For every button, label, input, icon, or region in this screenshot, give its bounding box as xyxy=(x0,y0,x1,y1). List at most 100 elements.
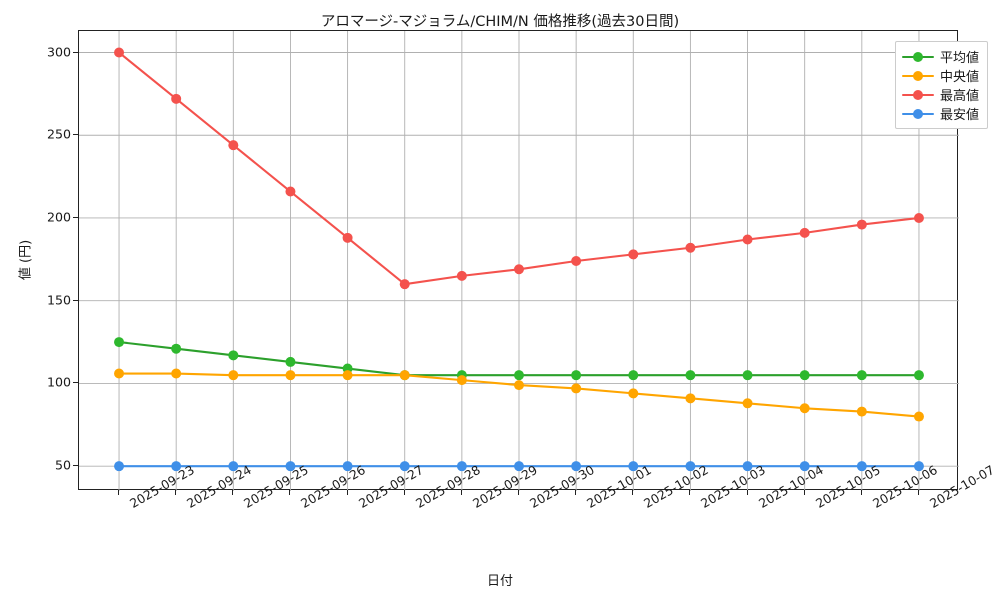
data-point-marker xyxy=(571,383,582,394)
data-point-marker xyxy=(456,461,467,472)
data-point-marker xyxy=(799,461,810,472)
data-point-marker xyxy=(114,461,125,472)
data-point-marker xyxy=(399,370,410,381)
data-point-marker xyxy=(114,337,125,348)
x-tick-mark xyxy=(346,490,348,495)
data-point-marker xyxy=(685,461,696,472)
data-point-marker xyxy=(913,461,924,472)
data-point-marker xyxy=(742,370,753,381)
data-point-marker xyxy=(799,403,810,414)
data-point-marker xyxy=(856,461,867,472)
y-axis-tick-labels: 50 100 150 200 250 300 xyxy=(28,30,71,490)
legend-swatch-icon xyxy=(901,107,934,121)
y-tick-label: 200 xyxy=(46,209,71,225)
data-point-marker xyxy=(456,270,467,281)
y-tick-mark xyxy=(73,465,78,467)
x-tick-label: 2025-09-28 xyxy=(412,461,483,511)
data-point-marker xyxy=(114,368,125,379)
x-tick-label: 2025-10-01 xyxy=(584,461,654,511)
data-point-marker xyxy=(571,370,582,381)
x-tick-label: 2025-09-29 xyxy=(469,461,540,511)
x-tick-label: 2025-09-30 xyxy=(527,461,597,511)
legend-label: 最安値 xyxy=(939,108,979,123)
data-point-marker xyxy=(399,461,410,472)
chart-legend[interactable]: 平均値 中央値最高値最安値 xyxy=(894,41,988,129)
data-point-marker xyxy=(856,370,867,381)
x-tick-mark xyxy=(403,490,405,495)
legend-item-0[interactable]: 平均値 xyxy=(901,47,979,66)
data-point-marker xyxy=(514,264,524,275)
data-point-marker xyxy=(571,461,582,472)
y-tick-label: 100 xyxy=(46,374,71,390)
y-tick-label: 150 xyxy=(46,292,71,308)
data-point-marker xyxy=(685,393,696,404)
plot-area xyxy=(78,30,959,491)
data-point-marker xyxy=(742,461,753,472)
x-axis-label: 日付 xyxy=(486,574,513,589)
data-point-marker xyxy=(514,461,524,472)
legend-swatch-icon xyxy=(901,88,934,102)
x-tick-label: 2025-10-02 xyxy=(641,461,712,511)
data-point-marker xyxy=(856,219,867,230)
y-tick-label: 300 xyxy=(46,44,71,59)
x-tick-label: 2025-09-25 xyxy=(241,461,312,511)
data-point-marker xyxy=(171,343,182,354)
data-point-marker xyxy=(913,411,924,422)
x-tick-label: 2025-09-26 xyxy=(298,461,369,511)
data-point-marker xyxy=(685,242,696,253)
data-point-marker xyxy=(799,227,810,238)
data-point-marker xyxy=(456,375,467,386)
x-tick-mark xyxy=(917,490,919,495)
y-tick-mark xyxy=(73,51,78,53)
x-tick-mark xyxy=(175,490,177,495)
x-tick-label: 2025-09-27 xyxy=(355,461,426,511)
data-point-marker xyxy=(171,368,182,379)
x-tick-label: 2025-10-04 xyxy=(755,461,826,511)
y-tick-mark xyxy=(73,382,78,384)
x-tick-mark xyxy=(689,490,691,495)
data-point-marker xyxy=(628,249,639,260)
data-point-marker xyxy=(114,47,125,58)
x-tick-label: 2025-10-07 xyxy=(926,461,997,511)
data-point-marker xyxy=(342,370,353,381)
x-tick-mark xyxy=(746,490,748,495)
data-point-marker xyxy=(228,370,239,381)
legend-item-2[interactable]: 最高値 xyxy=(901,85,979,104)
y-tick-mark xyxy=(73,299,78,301)
data-point-marker xyxy=(342,461,353,472)
x-tick-mark xyxy=(518,490,519,495)
x-tick-label: 2025-10-06 xyxy=(869,461,940,511)
legend-item-3[interactable]: 最安値 xyxy=(901,104,979,123)
legend-swatch-icon xyxy=(901,69,934,83)
data-point-marker xyxy=(399,279,410,290)
x-tick-mark xyxy=(860,490,862,495)
y-tick-label: 250 xyxy=(46,126,71,142)
legend-label: 平均値 xyxy=(939,51,979,66)
y-tick-mark xyxy=(73,134,78,136)
data-point-marker xyxy=(171,461,182,472)
data-point-marker xyxy=(628,461,639,472)
x-tick-label: 2025-09-23 xyxy=(127,461,197,511)
data-point-marker xyxy=(628,388,639,399)
x-tick-mark xyxy=(118,490,120,495)
data-point-marker xyxy=(913,370,924,381)
data-point-marker xyxy=(742,398,753,409)
x-tick-mark xyxy=(289,490,291,495)
data-point-marker xyxy=(685,370,696,381)
legend-label: 最高値 xyxy=(939,89,979,104)
y-tick-mark xyxy=(73,216,78,218)
y-tick-label: 50 xyxy=(54,457,71,473)
chart-title: アロマージ-マジョラム/CHIM/N 価格推移(過去30日間) xyxy=(320,14,680,30)
data-point-marker xyxy=(742,234,753,245)
data-point-marker xyxy=(342,232,353,243)
data-point-marker xyxy=(228,461,239,472)
legend-item-1[interactable]: 中央値 xyxy=(901,66,979,85)
x-tick-label: 2025-10-03 xyxy=(698,461,769,511)
x-tick-mark xyxy=(460,490,462,495)
data-point-marker xyxy=(285,186,296,197)
data-point-marker xyxy=(913,212,924,223)
data-point-marker xyxy=(571,256,582,266)
data-point-marker xyxy=(514,380,524,391)
data-point-marker xyxy=(228,350,239,361)
